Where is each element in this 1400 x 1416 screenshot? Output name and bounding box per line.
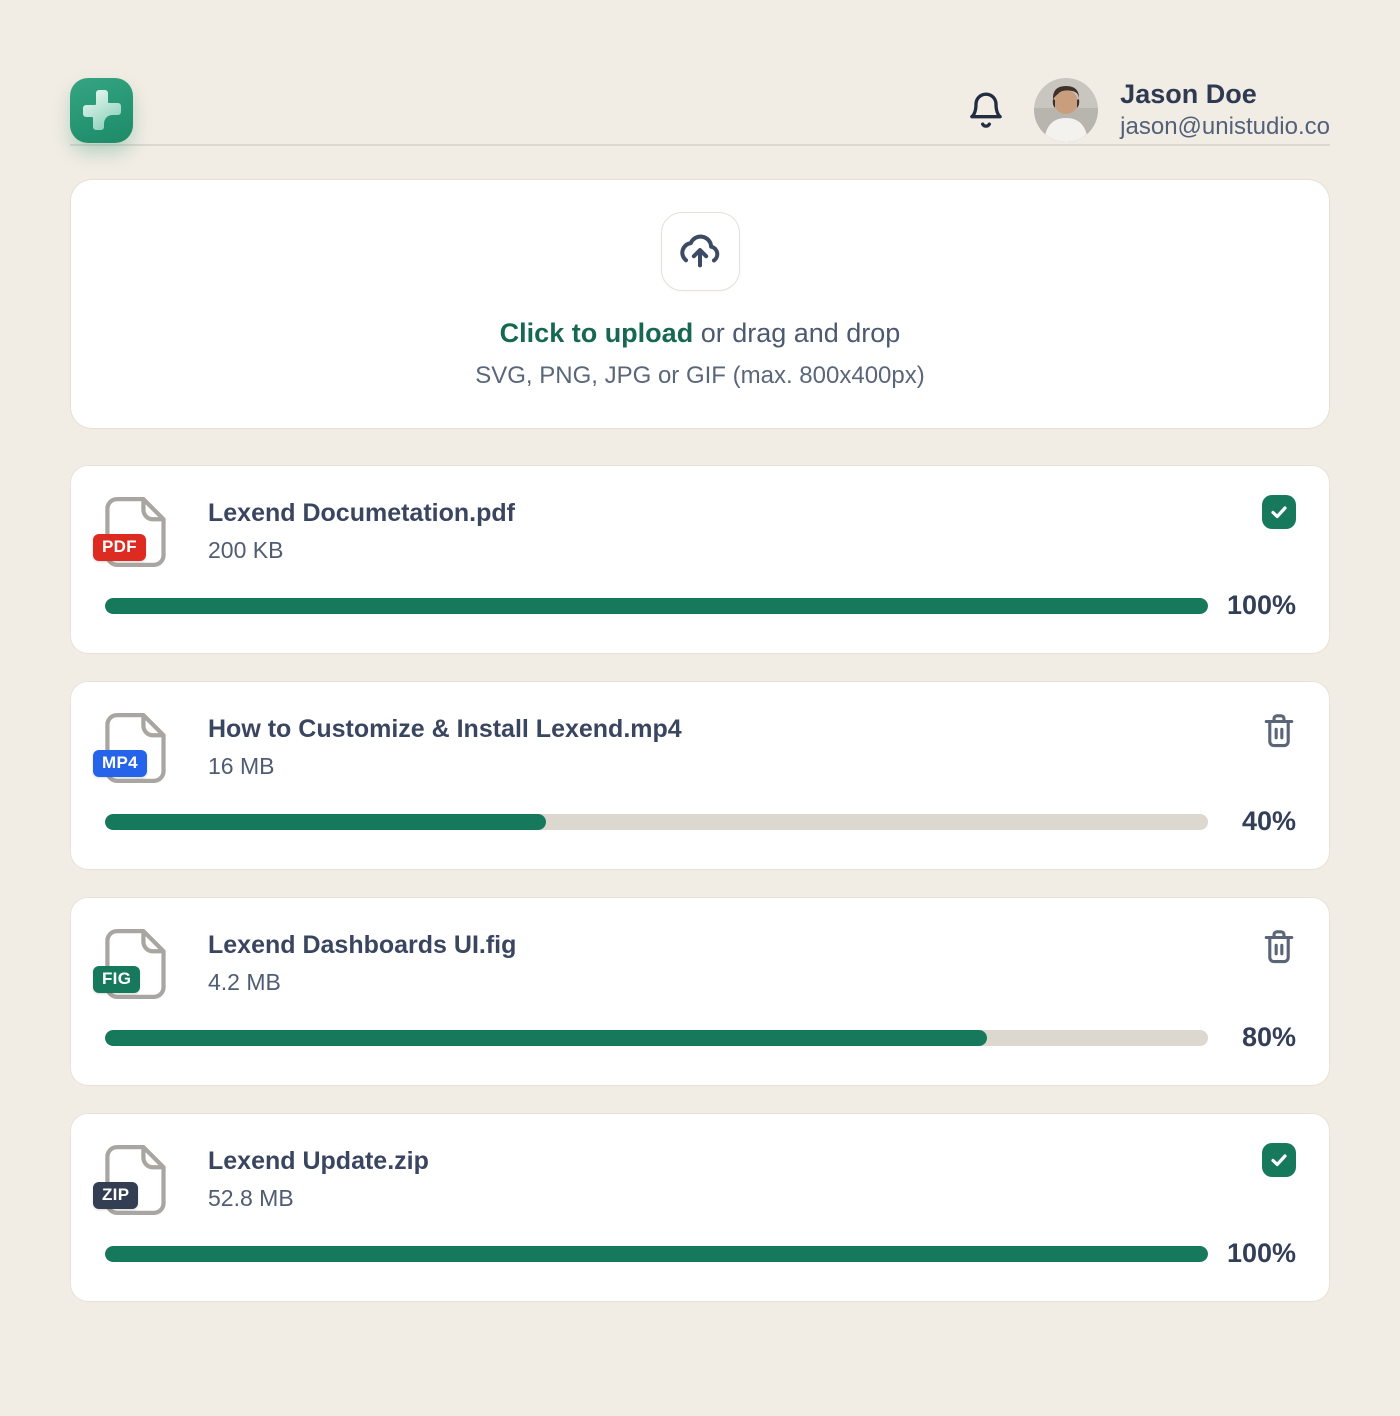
file-row: ZIP Lexend Update.zip 52.8 MB <box>93 1144 1296 1221</box>
file-row: MP4 How to Customize & Install Lexend.mp… <box>93 712 1296 789</box>
file-size: 200 KB <box>208 537 284 564</box>
check-icon <box>1271 1154 1287 1167</box>
file-row: FIG Lexend Dashboards UI.fig 4.2 MB <box>93 928 1296 1005</box>
user-chip[interactable]: Jason Doe jason@unistudio.co <box>1034 78 1330 143</box>
file-info: Lexend Update.zip 52.8 MB <box>208 1144 429 1221</box>
progress-fill <box>105 597 1208 614</box>
file-list: PDF Lexend Documetation.pdf 200 KB 100% <box>70 465 1330 1302</box>
file-type-badge: ZIP <box>93 1182 139 1209</box>
progress-row: 40% <box>105 806 1296 837</box>
notification-bell-icon[interactable] <box>966 87 1006 133</box>
drag-drop-text: or drag and drop <box>693 318 901 348</box>
trash-icon <box>1264 930 1294 964</box>
user-name: Jason Doe <box>1120 78 1257 109</box>
file-control <box>1262 1143 1296 1177</box>
user-meta: Jason Doe jason@unistudio.co <box>1120 78 1330 143</box>
user-email: jason@unistudio.co <box>1120 113 1330 141</box>
file-selected-checkbox[interactable] <box>1262 495 1296 529</box>
progress-percent: 40% <box>1241 806 1296 836</box>
file-type-badge: PDF <box>93 534 146 561</box>
file-row: PDF Lexend Documetation.pdf 200 KB <box>93 496 1296 573</box>
file-name: Lexend Dashboards UI.fig <box>208 931 517 959</box>
progress-row: 100% <box>105 590 1296 621</box>
file-info: Lexend Documetation.pdf 200 KB <box>208 496 515 573</box>
progress-percent: 100% <box>1226 590 1296 620</box>
app-logo[interactable] <box>70 77 133 143</box>
progress-track <box>105 1245 1208 1262</box>
upload-dropzone[interactable]: Click to upload or drag and drop SVG, PN… <box>70 179 1330 429</box>
upload-icon-box <box>660 212 740 291</box>
file-selected-checkbox[interactable] <box>1262 1143 1296 1177</box>
progress-fill <box>105 1029 988 1046</box>
file-size: 4.2 MB <box>208 969 281 996</box>
header-divider <box>70 144 1330 146</box>
file-icon-wrap: PDF <box>93 496 179 573</box>
check-icon <box>1271 506 1287 519</box>
progress-fill <box>105 813 547 830</box>
upload-hint: SVG, PNG, JPG or GIF (max. 800x400px) <box>475 362 925 390</box>
file-type-badge: MP4 <box>93 750 147 777</box>
file-type-badge: FIG <box>93 966 141 993</box>
delete-file-button[interactable] <box>1262 927 1296 965</box>
file-size: 52.8 MB <box>208 1185 294 1212</box>
avatar <box>1034 78 1099 142</box>
progress-percent: 100% <box>1226 1238 1296 1268</box>
progress-percent: 80% <box>1241 1022 1296 1052</box>
delete-file-button[interactable] <box>1262 711 1296 749</box>
progress-row: 80% <box>105 1022 1296 1053</box>
file-name: Lexend Update.zip <box>208 1147 429 1175</box>
header: Jason Doe jason@unistudio.co <box>70 0 1330 144</box>
cloud-upload-icon <box>677 229 723 275</box>
file-icon-wrap: ZIP <box>93 1144 179 1221</box>
file-card-pdf: PDF Lexend Documetation.pdf 200 KB 100% <box>70 465 1330 654</box>
progress-track <box>105 813 1208 830</box>
file-info: How to Customize & Install Lexend.mp4 16… <box>208 712 682 789</box>
file-card-mp4: MP4 How to Customize & Install Lexend.mp… <box>70 681 1330 870</box>
progress-row: 100% <box>105 1238 1296 1269</box>
file-name: Lexend Documetation.pdf <box>208 499 515 527</box>
file-size: 16 MB <box>208 753 275 780</box>
trash-icon <box>1264 714 1294 748</box>
file-control <box>1262 711 1296 749</box>
file-control <box>1262 927 1296 965</box>
file-info: Lexend Dashboards UI.fig 4.2 MB <box>208 928 516 1005</box>
file-icon-wrap: FIG <box>93 928 179 1005</box>
progress-fill <box>105 1245 1208 1262</box>
progress-track <box>105 1029 1208 1046</box>
header-right: Jason Doe jason@unistudio.co <box>966 78 1330 143</box>
file-card-zip: ZIP Lexend Update.zip 52.8 MB 100% <box>70 1113 1330 1302</box>
plus-logo-icon <box>82 90 121 130</box>
file-icon-wrap: MP4 <box>93 712 179 789</box>
file-name: How to Customize & Install Lexend.mp4 <box>208 715 682 743</box>
file-card-fig: FIG Lexend Dashboards UI.fig 4.2 MB <box>70 897 1330 1086</box>
click-to-upload-link[interactable]: Click to upload <box>499 318 694 348</box>
upload-cta-line: Click to upload or drag and drop <box>500 317 901 349</box>
file-control <box>1262 495 1296 529</box>
progress-track <box>105 597 1208 614</box>
